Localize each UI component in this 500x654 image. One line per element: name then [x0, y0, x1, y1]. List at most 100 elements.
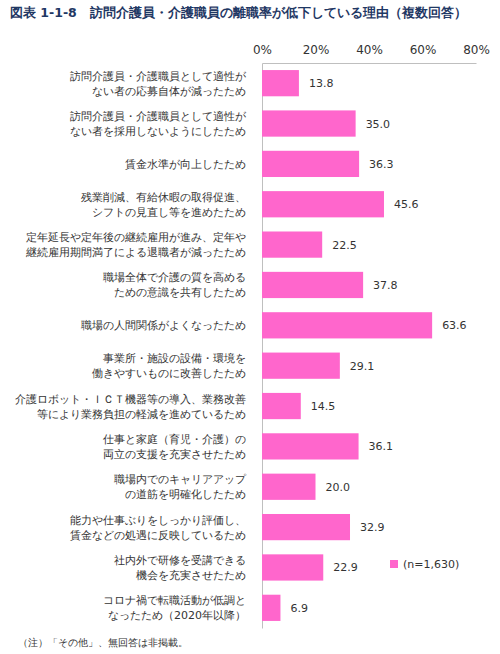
x-axis-line	[263, 63, 477, 64]
x-tick-label: 40%	[356, 43, 383, 57]
y-tick-label-line: コロナ禍で転職活動が低調と	[103, 594, 246, 607]
y-tick-label: 職場内でのキャリアアップの道筋を明確化したため	[114, 473, 247, 501]
data-label: 29.1	[350, 360, 375, 373]
y-tick-label-line: 賃金水準が向上したため	[125, 158, 246, 171]
bar	[262, 393, 301, 419]
bar	[262, 272, 363, 298]
legend: (n=1,630)	[390, 558, 459, 571]
y-tick-label: 残業削減、有給休暇の取得促進、シフトの見直し等を進めたため	[81, 191, 246, 219]
y-tick-label: 事業所・施設の設備・環境を働きやすいものに改善したため	[92, 352, 246, 380]
x-tick: 20%	[303, 43, 330, 63]
y-tick-label: 職場全体で介護の質を高めるための意識を共有したため	[103, 271, 246, 299]
y-tick-label-line: 両立の支援を充実させたため	[103, 448, 246, 461]
y-tick-label: 仕事と家庭（育児・介護）の両立の支援を充実させたため	[103, 433, 246, 461]
y-axis: 訪問介護員・介護職員として適性がない者の応募自体が減ったため訪問介護員・介護職員…	[15, 64, 263, 629]
bar	[262, 231, 322, 257]
y-tick-label-line: 継続雇用期間満了による退職者が減ったため	[25, 246, 246, 259]
x-tick: 40%	[356, 43, 383, 63]
y-tick-label: 訪問介護員・介護職員として適性がない者を採用しないようにしたため	[70, 110, 247, 138]
bar	[262, 353, 340, 379]
y-tick: 事業所・施設の設備・環境を働きやすいものに改善したため	[92, 352, 262, 380]
data-label: 20.0	[326, 481, 351, 494]
y-tick-label-line: 賃金などの処遇に反映しているため	[70, 529, 246, 542]
bar	[262, 312, 432, 338]
y-tick-label: コロナ禍で転職活動が低調となったため（2020年以降）	[103, 594, 246, 622]
y-tick: 定年延長や定年後の継続雇用が進み、定年や継続雇用期間満了による退職者が減ったため	[25, 231, 262, 259]
y-tick-label-line: 働きやすいものに改善したため	[92, 367, 246, 380]
y-tick-label: 能力や仕事ぶりをしっかり評価し、賃金などの処遇に反映しているため	[70, 514, 246, 542]
y-tick-label-line: ための意識を共有したため	[114, 286, 246, 299]
y-tick-label-line: 等により業務負担の軽減を進めているため	[37, 408, 246, 421]
y-tick: 社内外で研修を受講できる機会を充実させたため	[114, 554, 262, 582]
y-tick: 賃金水準が向上したため	[125, 158, 262, 171]
bar	[262, 191, 384, 217]
y-tick: 職場全体で介護の質を高めるための意識を共有したため	[103, 271, 262, 299]
y-tick-label: 定年延長や定年後の継続雇用が進み、定年や継続雇用期間満了による退職者が減ったため	[25, 231, 246, 259]
y-tick: 訪問介護員・介護職員として適性がない者の応募自体が減ったため	[70, 70, 262, 98]
y-tick-label-line: 職場内でのキャリアアップ	[114, 473, 247, 486]
y-tick-label-line: 能力や仕事ぶりをしっかり評価し、	[70, 514, 246, 527]
y-tick-label: 介護ロボット・ＩＣＴ機器等の導入、業務改善等により業務負担の軽減を進めているため	[15, 393, 246, 421]
data-label: 6.9	[290, 602, 308, 615]
y-tick-label-line: 機会を充実させたため	[136, 569, 246, 582]
y-tick-label-line: 介護ロボット・ＩＣＴ機器等の導入、業務改善	[15, 393, 246, 406]
x-tick-label: 20%	[303, 43, 330, 57]
y-tick-label-line: 事業所・施設の設備・環境を	[103, 352, 246, 365]
data-label: 36.3	[369, 158, 394, 171]
data-label: 22.5	[332, 239, 357, 252]
bar	[262, 70, 299, 96]
y-tick-label-line: 仕事と家庭（育児・介護）の	[103, 433, 246, 446]
y-tick-label-line: 社内外で研修を受講できる	[114, 554, 246, 567]
data-label: 45.6	[394, 198, 419, 211]
data-label: 22.9	[333, 561, 358, 574]
bar	[262, 554, 323, 580]
legend-label: (n=1,630)	[403, 558, 459, 571]
data-labels: 13.8 35.0 36.3 45.6 22.5 37.8 63.6 29.1 14.5 36.1…	[290, 77, 466, 615]
y-tick-label-line: 職場の人間関係がよくなったため	[81, 319, 246, 332]
y-tick-label: 賃金水準が向上したため	[125, 158, 246, 171]
data-label: 13.8	[309, 77, 334, 90]
y-tick: 職場内でのキャリアアップの道筋を明確化したため	[114, 473, 262, 501]
y-tick-label: 職場の人間関係がよくなったため	[81, 319, 246, 332]
y-tick-label-line: なったため（2020年以降）	[108, 609, 246, 622]
y-tick-label-line: シフトの見直し等を進めたため	[92, 206, 246, 219]
y-tick: 訪問介護員・介護職員として適性がない者を採用しないようにしたため	[70, 110, 262, 138]
y-tick-label-line: 訪問介護員・介護職員として適性が	[70, 110, 247, 123]
bar	[262, 433, 359, 459]
x-tick: 0%	[253, 43, 272, 63]
y-tick: 能力や仕事ぶりをしっかり評価し、賃金などの処遇に反映しているため	[70, 514, 262, 542]
bars	[262, 70, 432, 621]
y-tick-label-line: ない者の応募自体が減ったため	[92, 85, 246, 98]
y-tick-label-line: の道筋を明確化したため	[125, 488, 246, 501]
data-label: 14.5	[311, 400, 336, 413]
y-axis-line	[262, 64, 263, 629]
data-label: 36.1	[369, 440, 394, 453]
data-label: 35.0	[366, 118, 391, 131]
data-label: 32.9	[360, 521, 385, 534]
bar	[262, 595, 280, 621]
x-tick-label: 60%	[410, 43, 437, 57]
bar	[262, 151, 359, 177]
data-label: 37.8	[373, 279, 398, 292]
y-tick: コロナ禍で転職活動が低調となったため（2020年以降）	[103, 594, 262, 622]
x-axis: 0% 20% 40% 60% 80%	[253, 43, 490, 64]
x-tick: 80%	[463, 43, 490, 63]
x-tick-label: 0%	[253, 43, 272, 57]
y-tick: 仕事と家庭（育児・介護）の両立の支援を充実させたため	[103, 433, 262, 461]
data-label: 63.6	[442, 319, 467, 332]
y-tick: 介護ロボット・ＩＣＴ機器等の導入、業務改善等により業務負担の軽減を進めているため	[15, 393, 262, 421]
y-tick-label-line: ない者を採用しないようにしたため	[70, 125, 246, 138]
note: （注）「その他」、無回答は非掲載。	[18, 637, 188, 648]
title: 図表 1-1-8 訪問介護員・介護職員の離職率が低下している理由（複数回答）	[10, 5, 467, 20]
y-tick-label: 訪問介護員・介護職員として適性がない者の応募自体が減ったため	[70, 70, 247, 98]
x-tick-label: 80%	[463, 43, 490, 57]
y-tick: 残業削減、有給休暇の取得促進、シフトの見直し等を進めたため	[81, 191, 262, 219]
y-tick: 職場の人間関係がよくなったため	[81, 319, 262, 332]
legend-swatch	[390, 560, 398, 568]
y-tick-label-line: 定年延長や定年後の継続雇用が進み、定年や	[26, 231, 246, 244]
bar	[262, 474, 316, 500]
bar	[262, 514, 350, 540]
chart: 図表 1-1-8 訪問介護員・介護職員の離職率が低下している理由（複数回答） 0%…	[0, 0, 500, 654]
y-tick-label: 社内外で研修を受講できる機会を充実させたため	[114, 554, 246, 582]
y-tick-label-line: 訪問介護員・介護職員として適性が	[70, 70, 247, 83]
